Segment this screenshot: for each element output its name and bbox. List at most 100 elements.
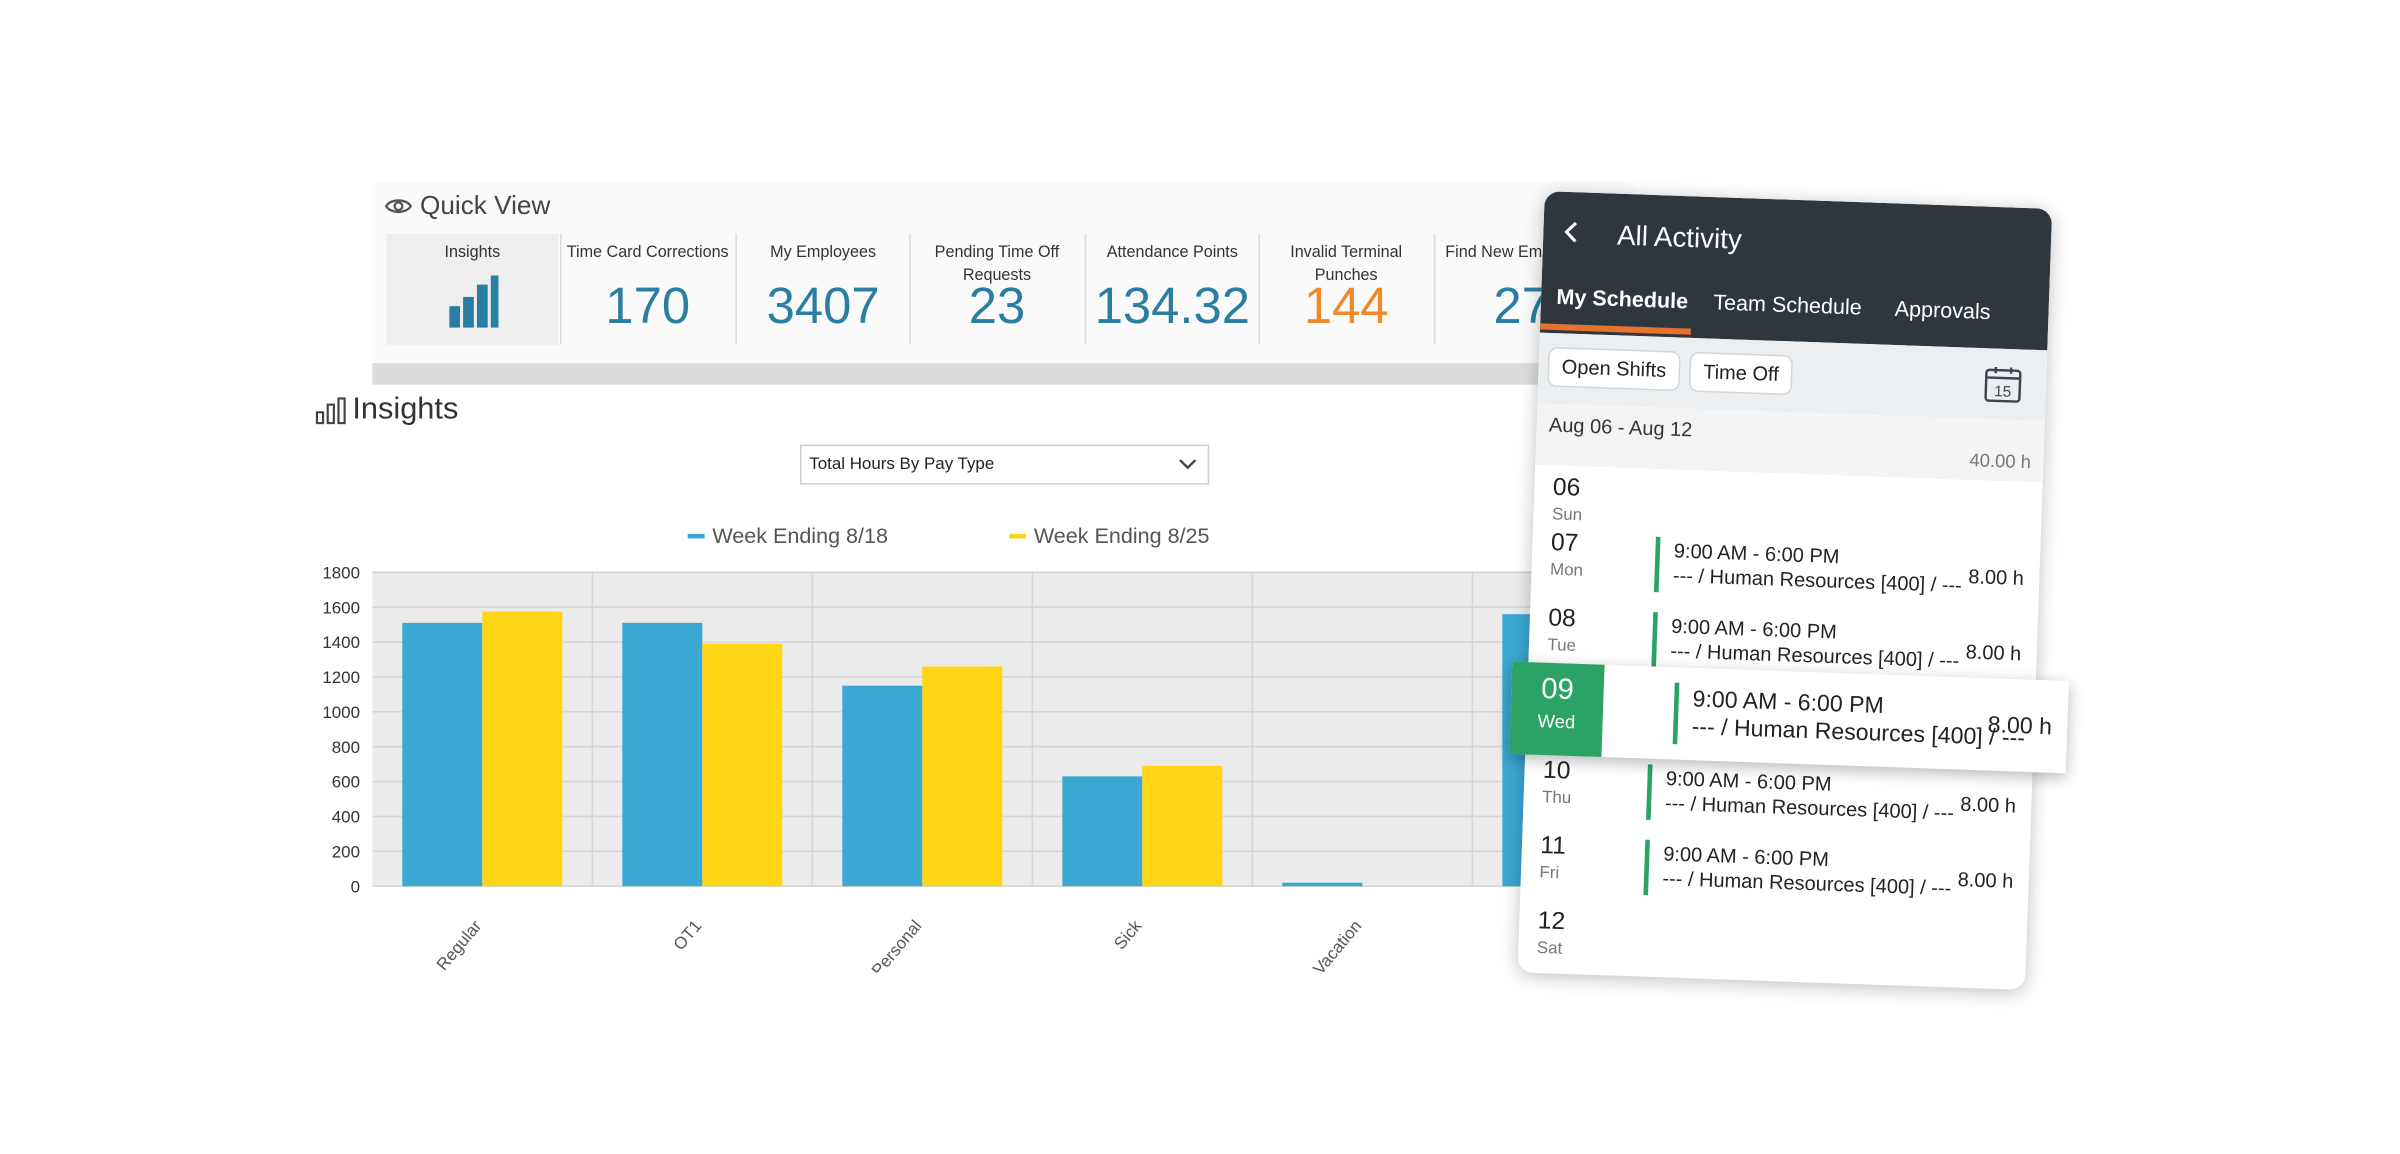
time-off-button[interactable]: Time Off <box>1689 352 1794 396</box>
open-shifts-button[interactable]: Open Shifts <box>1547 347 1681 392</box>
hours-by-pay-type-chart: 0 200 400 600 800 1000 1200 1400 1600 1800 Regular… <box>308 557 1570 972</box>
x-tick-label: Regular <box>433 916 486 972</box>
mobile-title: All Activity <box>1617 220 1743 257</box>
tile-label: Time Card Corrections <box>562 242 734 265</box>
day-name: Tue <box>1547 636 1576 655</box>
day-number: 11 <box>1540 833 1567 862</box>
x-tick-label: Personal <box>868 917 925 973</box>
shift-hours: 8.00 h <box>1965 640 2021 665</box>
tile-attendance-points[interactable]: Attendance Points 134.32 <box>1085 234 1259 345</box>
mobile-header: All Activity My Schedule Team Schedule A… <box>1540 191 2052 350</box>
shift-indicator <box>1651 612 1658 668</box>
tile-value: 23 <box>911 277 1083 335</box>
quick-view-title: Quick View <box>420 191 550 222</box>
back-arrow-icon[interactable] <box>1561 219 1580 244</box>
y-tick-label: 0 <box>351 877 360 896</box>
pay-type-dropdown[interactable]: Total Hours By Pay Type <box>800 445 1209 485</box>
tile-pending-time-off-requests[interactable]: Pending Time Off Requests 23 <box>909 234 1083 345</box>
y-tick-label: 1400 <box>322 633 360 652</box>
dropdown-value: Total Hours By Pay Type <box>809 455 994 473</box>
day-name: Mon <box>1550 561 1584 581</box>
shift-department: --- / Human Resources [400] / --- <box>1691 714 2025 752</box>
tile-value: 170 <box>562 277 734 335</box>
tile-label: Insights <box>386 242 558 265</box>
chevron-down-icon <box>1178 455 1196 470</box>
tile-invalid-terminal-punches[interactable]: Invalid Terminal Punches 144 <box>1258 234 1432 345</box>
insights-title: Insights <box>352 392 458 427</box>
bar-regular-s1 <box>482 612 562 887</box>
y-tick-label: 1000 <box>322 703 360 722</box>
shift-indicator <box>1654 537 1661 593</box>
tab-team-schedule[interactable]: Team Schedule <box>1713 289 1862 319</box>
x-tick-label: OT1 <box>670 917 706 954</box>
shift-hours: 8.00 h <box>1987 712 2052 740</box>
legend-label: Week Ending 8/18 <box>712 523 888 548</box>
y-tick-label: 1800 <box>322 563 360 582</box>
bar-ot1-s0 <box>622 623 702 886</box>
day-number: 07 <box>1550 530 1578 559</box>
tab-my-schedule[interactable]: My Schedule <box>1556 284 1688 313</box>
bar-vacation-s0 <box>1282 883 1362 886</box>
day-name: Wed <box>1510 709 1603 734</box>
day-name: Fri <box>1539 864 1559 883</box>
shift-department: --- / Human Resources [400] / --- <box>1673 564 1963 597</box>
day-badge: 09 Wed <box>1509 662 1604 757</box>
shift-indicator <box>1643 840 1650 896</box>
tile-label: Attendance Points <box>1086 242 1258 265</box>
shift-department: --- / Human Resources [400] / --- <box>1662 866 1952 899</box>
bar-sick-s0 <box>1062 776 1142 886</box>
eye-icon <box>385 195 413 217</box>
quick-view-scroll-strip <box>372 363 1634 385</box>
day-number: 09 <box>1511 672 1604 709</box>
x-tick-label: Vacation <box>1309 917 1365 973</box>
tile-insights[interactable]: Insights <box>386 234 558 345</box>
tile-value: 144 <box>1260 277 1432 335</box>
day-name: Thu <box>1542 788 1572 807</box>
y-tick-label: 800 <box>332 738 360 757</box>
y-tick-label: 400 <box>332 808 360 827</box>
shift-department: --- / Human Resources [400] / --- <box>1665 791 1955 824</box>
svg-text:15: 15 <box>1994 383 2012 401</box>
mobile-schedule-panel: All Activity My Schedule Team Schedule A… <box>1518 191 2053 990</box>
bar-sick-s1 <box>1142 766 1222 886</box>
legend-label: Week Ending 8/25 <box>1034 523 1210 548</box>
shift-indicator <box>1646 764 1653 820</box>
legend-item-week-ending-8-25[interactable]: Week Ending 8/25 <box>1009 523 1209 548</box>
bar-chart-outline-icon <box>315 396 346 424</box>
y-tick-label: 1600 <box>322 598 360 617</box>
shift-indicator <box>1673 683 1680 745</box>
bar-ot1-s1 <box>702 644 782 886</box>
quick-view-header: Quick View <box>385 191 551 222</box>
day-number: 10 <box>1543 758 1571 787</box>
legend-item-week-ending-8-18[interactable]: Week Ending 8/18 <box>688 523 888 548</box>
legend-swatch <box>688 533 705 538</box>
shift-hours: 8.00 h <box>1960 792 2016 817</box>
day-number: 08 <box>1548 605 1576 634</box>
legend-swatch <box>1009 533 1026 538</box>
bar-regular-s0 <box>402 623 482 886</box>
day-name: Sat <box>1537 939 1563 958</box>
y-tick-label: 200 <box>332 842 360 861</box>
y-tick-label: 600 <box>332 773 360 792</box>
shift-hours: 8.00 h <box>1968 565 2024 590</box>
insights-header: Insights <box>315 392 458 427</box>
day-number: 12 <box>1537 908 1565 937</box>
bar-personal-s1 <box>922 666 1002 886</box>
week-label: Aug 06 - Aug 12 <box>1549 413 1693 441</box>
shift-department: --- / Human Resources [400] / --- <box>1670 639 1960 672</box>
calendar-icon[interactable]: 15 <box>1984 365 2022 403</box>
tile-value: 134.32 <box>1086 277 1258 335</box>
tile-value: 3407 <box>737 277 909 335</box>
day-row-wed-highlighted[interactable]: 09 Wed 9:00 AM - 6:00 PM --- / Human Res… <box>1509 662 2069 774</box>
tab-approvals[interactable]: Approvals <box>1894 296 1991 324</box>
tile-my-employees[interactable]: My Employees 3407 <box>735 234 909 345</box>
day-number: 06 <box>1552 475 1580 504</box>
x-tick-label: Sick <box>1110 916 1145 953</box>
y-tick-label: 1200 <box>322 668 360 687</box>
bar-chart-icon <box>449 275 498 327</box>
bar-personal-s0 <box>842 686 922 887</box>
tile-label: My Employees <box>737 242 909 265</box>
tile-time-card-corrections[interactable]: Time Card Corrections 170 <box>560 234 734 345</box>
shift-hours: 8.00 h <box>1957 868 2013 893</box>
week-total: 40.00 h <box>1969 449 2031 473</box>
